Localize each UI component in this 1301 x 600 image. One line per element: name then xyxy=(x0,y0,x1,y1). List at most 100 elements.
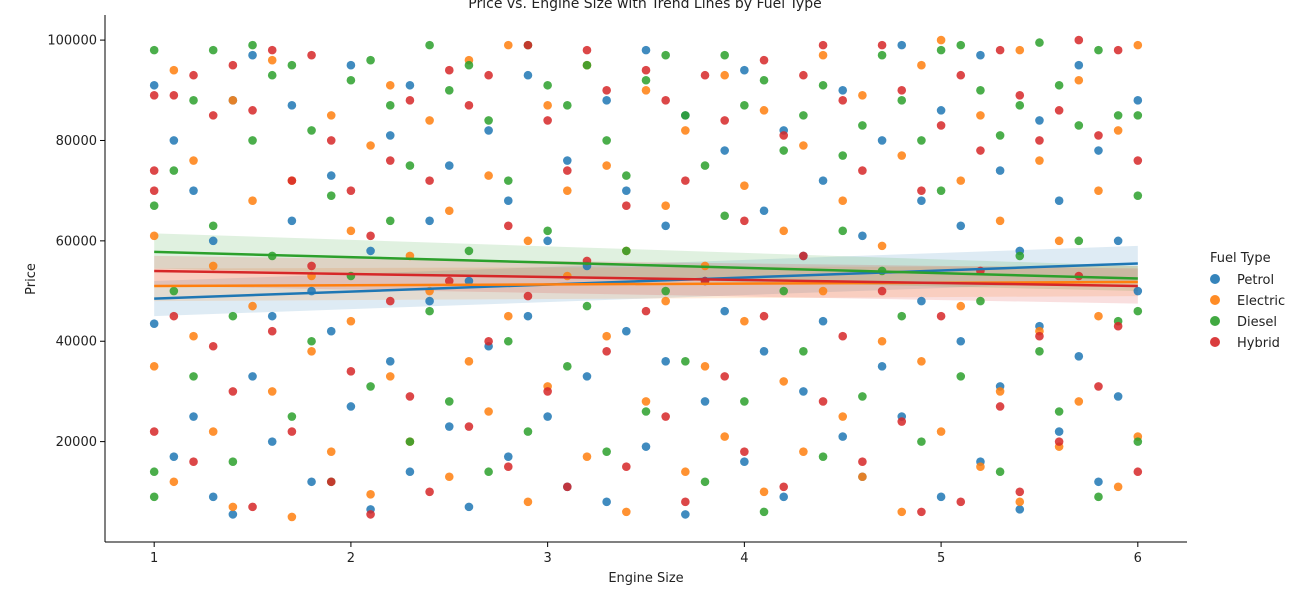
legend-marker-hybrid xyxy=(1210,337,1220,347)
point-electric xyxy=(877,336,887,346)
point-hybrid xyxy=(228,60,238,70)
point-electric xyxy=(740,181,749,190)
point-hybrid xyxy=(720,372,729,381)
point-electric xyxy=(484,171,493,180)
legend-label-hybrid: Hybrid xyxy=(1237,336,1280,351)
point-hybrid xyxy=(484,336,493,346)
point-hybrid xyxy=(838,331,848,341)
point-hybrid xyxy=(877,40,887,50)
point-electric xyxy=(1015,45,1025,55)
point-diesel xyxy=(503,336,513,346)
point-hybrid xyxy=(1094,131,1103,140)
point-electric xyxy=(267,55,277,65)
point-diesel xyxy=(976,85,985,95)
point-petrol xyxy=(582,372,592,381)
point-electric xyxy=(169,65,179,75)
point-petrol xyxy=(897,40,907,50)
point-hybrid xyxy=(208,341,218,351)
point-petrol xyxy=(779,492,789,502)
point-electric xyxy=(799,447,808,456)
point-diesel xyxy=(877,50,887,60)
point-electric xyxy=(976,111,985,120)
point-hybrid xyxy=(1035,331,1044,341)
point-hybrid xyxy=(917,507,926,517)
point-hybrid xyxy=(956,70,966,80)
point-diesel xyxy=(1035,346,1044,356)
point-hybrid xyxy=(228,387,238,396)
point-diesel xyxy=(1133,191,1143,200)
point-petrol xyxy=(267,311,277,321)
point-electric xyxy=(917,60,926,70)
point-hybrid xyxy=(700,70,710,80)
point-electric xyxy=(956,176,966,185)
point-diesel xyxy=(464,246,474,256)
point-petrol xyxy=(818,176,828,185)
point-hybrid xyxy=(543,387,552,396)
point-petrol xyxy=(543,412,552,421)
point-petrol xyxy=(169,136,179,145)
point-diesel xyxy=(425,306,434,316)
point-electric xyxy=(208,427,218,436)
point-electric xyxy=(228,502,238,512)
point-hybrid xyxy=(1113,321,1123,331)
point-diesel xyxy=(1074,236,1084,246)
point-diesel xyxy=(1133,306,1143,316)
point-electric xyxy=(1074,397,1084,406)
point-diesel xyxy=(169,286,179,296)
point-diesel xyxy=(405,161,415,170)
point-petrol xyxy=(661,221,670,231)
point-electric xyxy=(779,377,789,386)
point-petrol xyxy=(641,442,651,451)
point-diesel xyxy=(385,101,395,110)
point-petrol xyxy=(189,412,198,421)
point-diesel xyxy=(444,85,454,95)
trend-lines xyxy=(154,250,1138,300)
point-petrol xyxy=(1094,477,1103,487)
point-diesel xyxy=(936,45,946,55)
point-diesel xyxy=(582,60,592,70)
point-diesel xyxy=(740,397,749,406)
point-diesel xyxy=(622,246,631,256)
point-electric xyxy=(543,101,552,110)
point-hybrid xyxy=(366,510,375,519)
point-electric xyxy=(189,156,198,165)
point-petrol xyxy=(995,166,1005,175)
point-petrol xyxy=(189,186,198,195)
point-hybrid xyxy=(464,101,474,110)
point-petrol xyxy=(661,357,670,366)
point-electric xyxy=(366,141,375,150)
point-petrol xyxy=(444,161,454,170)
point-hybrid xyxy=(523,40,533,50)
point-hybrid xyxy=(995,45,1005,55)
point-diesel xyxy=(858,121,867,130)
point-petrol xyxy=(1113,236,1123,246)
point-hybrid xyxy=(248,502,257,512)
point-electric xyxy=(346,316,356,326)
point-petrol xyxy=(759,206,769,216)
point-diesel xyxy=(484,467,493,477)
point-electric xyxy=(602,331,611,341)
point-electric xyxy=(1094,186,1103,195)
point-hybrid xyxy=(149,91,159,100)
point-electric xyxy=(307,346,316,356)
point-electric xyxy=(149,231,159,241)
point-petrol xyxy=(641,45,651,55)
point-diesel xyxy=(208,45,218,55)
point-electric xyxy=(838,196,848,206)
point-petrol xyxy=(464,502,474,512)
point-petrol xyxy=(503,196,513,206)
x-tick-label: 3 xyxy=(543,551,551,566)
point-diesel xyxy=(464,60,474,70)
point-diesel xyxy=(779,146,789,155)
point-hybrid xyxy=(563,166,572,175)
point-hybrid xyxy=(1074,35,1084,45)
legend-title: Fuel Type xyxy=(1210,251,1271,266)
point-electric xyxy=(267,387,277,396)
legend-label-diesel: Diesel xyxy=(1237,315,1277,330)
point-diesel xyxy=(661,286,670,296)
point-hybrid xyxy=(523,291,533,301)
point-electric xyxy=(444,206,454,216)
point-hybrid xyxy=(503,462,513,472)
point-diesel xyxy=(503,176,513,185)
point-hybrid xyxy=(444,65,454,75)
